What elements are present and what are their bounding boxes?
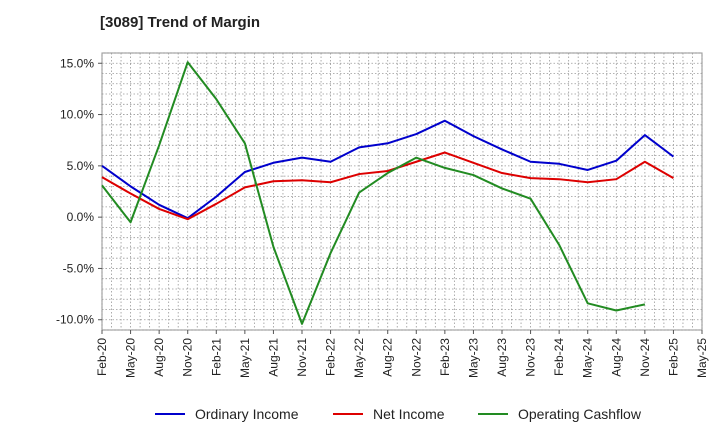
y-tick-label: 0.0% <box>67 210 95 224</box>
legend: Ordinary Income Net Income Operating Cashf… <box>155 406 642 422</box>
x-tick-label: May-24 <box>581 338 595 378</box>
series-lines <box>101 61 675 325</box>
y-tick-label: 10.0% <box>60 108 94 122</box>
legend-label-operating-cashflow: Operating Cashflow <box>518 406 642 422</box>
x-tick-label: Nov-21 <box>295 338 309 377</box>
x-tick-label: Nov-20 <box>181 338 195 377</box>
axes: -10.0% -5.0% 0.0% 5.0% 10.0% 15.0% Feb-20 May-2… <box>56 56 709 378</box>
x-tick-label: Aug-23 <box>495 338 509 377</box>
chart-title: [3089] Trend of Margin <box>100 14 261 31</box>
operating-cashflow-line <box>101 61 646 325</box>
x-tick-label: Aug-21 <box>266 338 280 377</box>
y-tick-label: 5.0% <box>67 159 95 173</box>
legend-label-ordinary-income: Ordinary Income <box>195 406 299 422</box>
x-tick-label: Feb-23 <box>438 338 452 376</box>
x-tick-label: Nov-22 <box>409 338 423 377</box>
x-tick-label: Feb-24 <box>552 338 566 376</box>
x-tick-label: May-22 <box>352 338 366 378</box>
x-tick-label: May-25 <box>695 338 709 378</box>
net-income-line <box>101 151 674 221</box>
x-tick-label: Aug-24 <box>609 338 623 377</box>
x-tick-label: Feb-20 <box>95 338 109 376</box>
legend-label-net-income: Net Income <box>373 406 445 422</box>
y-tick-label: 15.0% <box>60 56 94 70</box>
x-tick-label: May-21 <box>238 338 252 378</box>
y-tick-label: -10.0% <box>56 313 94 327</box>
x-tick-label: Feb-21 <box>209 338 223 376</box>
x-tick-label: Aug-20 <box>152 338 166 377</box>
x-tick-label: Nov-24 <box>638 338 652 377</box>
y-tick-label: -5.0% <box>63 261 95 275</box>
x-tick-label: Feb-25 <box>666 338 680 376</box>
x-tick-label: May-23 <box>466 338 480 378</box>
x-tick-label: Aug-22 <box>381 338 395 377</box>
x-tick-label: May-20 <box>124 338 138 378</box>
x-tick-label: Nov-23 <box>524 338 538 377</box>
grid <box>101 52 703 331</box>
ordinary-income-line <box>101 119 675 220</box>
x-tick-label: Feb-22 <box>324 338 338 376</box>
plot-area <box>101 52 703 331</box>
